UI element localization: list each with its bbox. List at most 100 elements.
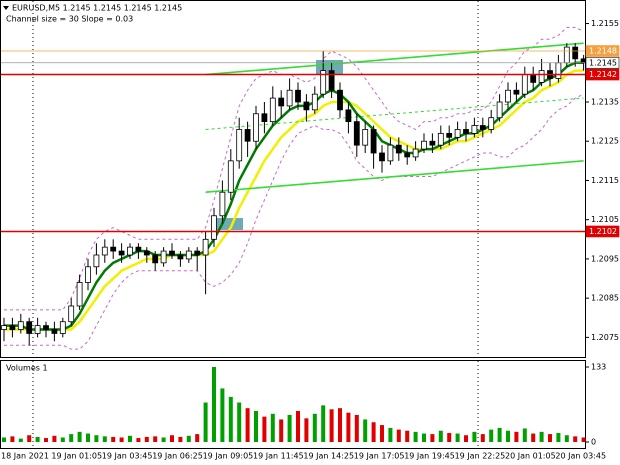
- volume-bar: [522, 428, 527, 442]
- candle-body: [295, 89, 301, 103]
- y-tick-label: 133: [591, 363, 606, 372]
- x-tick-label: 20 Jan 03:45: [555, 452, 606, 461]
- candle-body: [43, 325, 49, 330]
- candle-body: [219, 191, 226, 217]
- volume-bar: [539, 431, 544, 442]
- candle-body: [521, 74, 528, 95]
- x-tick-label: 19 Jan 03:45: [102, 452, 153, 461]
- volume-bar: [472, 431, 477, 442]
- volume-bar: [388, 427, 393, 442]
- candle-body: [429, 140, 436, 146]
- candle-body: [555, 62, 562, 79]
- indicator-line: [4, 26, 584, 311]
- volume-bar: [464, 435, 468, 442]
- candle-body: [572, 46, 579, 60]
- candle-body: [353, 121, 360, 146]
- candle-body: [311, 93, 318, 111]
- volume-bar: [413, 431, 418, 442]
- x-tick-label: 19 Jan 19:45: [404, 452, 455, 461]
- candle-body: [244, 129, 251, 142]
- candle-body: [211, 215, 217, 240]
- volume-bar: [296, 410, 300, 442]
- candle-body: [143, 250, 150, 256]
- candle-body: [101, 246, 108, 256]
- candle-body: [496, 101, 503, 119]
- candle-body: [261, 113, 268, 123]
- volume-bar: [161, 437, 166, 442]
- volume-bar: [338, 408, 342, 442]
- y-tick-label: 1.2135: [591, 98, 619, 107]
- volume-bar: [178, 436, 183, 442]
- candle-body: [437, 132, 444, 146]
- candle-body: [463, 129, 469, 134]
- candle-body: [152, 254, 159, 264]
- level-label-box: [585, 45, 620, 57]
- candle-body: [177, 254, 184, 260]
- volume-bar: [573, 436, 578, 442]
- volume-bar: [329, 409, 334, 442]
- candle-body: [488, 117, 495, 130]
- x-tick-label: 19 Jan 01:05: [51, 452, 102, 461]
- candle-body: [202, 238, 209, 256]
- volume-bar: [136, 438, 141, 442]
- volume-bar: [195, 434, 200, 442]
- volume-bar: [77, 431, 82, 442]
- candle-body: [1, 325, 7, 330]
- volume-bar: [2, 437, 6, 442]
- volume-bar: [69, 434, 74, 442]
- candle-body: [169, 250, 175, 256]
- volume-bar: [363, 419, 368, 442]
- candle-body: [345, 109, 352, 123]
- x-tick-label: 19 Jan 06:25: [152, 452, 203, 461]
- volume-bar: [220, 388, 225, 442]
- candle-body: [421, 140, 427, 150]
- y-tick-label: 0: [591, 438, 596, 447]
- indicator-line: [4, 61, 584, 331]
- candle-body: [471, 125, 478, 134]
- volume-bar: [304, 418, 309, 442]
- volume-bar: [489, 429, 494, 442]
- volume-bar: [128, 435, 132, 442]
- candle-body: [160, 250, 167, 264]
- y-tick-label: 1.2095: [591, 254, 619, 263]
- y-tick-label: 1.2125: [591, 137, 619, 146]
- chart-title: EURUSD,M5 1.2145 1.2145 1.2145 1.2145: [12, 4, 182, 13]
- volume-bar: [321, 405, 326, 442]
- candle-body: [505, 89, 511, 103]
- volume-bar: [354, 414, 359, 442]
- volume-bar: [447, 432, 452, 442]
- volume-bar: [237, 402, 242, 442]
- candle-body: [278, 97, 285, 107]
- x-tick-label: 19 Jan 22:25: [455, 452, 506, 461]
- volume-bar: [10, 436, 15, 442]
- candle-body: [227, 160, 234, 193]
- volume-bar: [506, 430, 510, 442]
- channel-line: [205, 42, 584, 76]
- volume-bar: [531, 433, 536, 442]
- x-tick-label: 19 Jan 14:25: [303, 452, 354, 461]
- candle-body: [185, 250, 192, 260]
- x-tick-label: 20 Jan 01:05: [505, 452, 556, 461]
- volume-bar: [548, 434, 552, 442]
- candle-body: [34, 325, 41, 334]
- volume-bar: [111, 436, 116, 442]
- y-tick-label: 1.2075: [591, 333, 619, 342]
- volume-bar: [94, 435, 99, 442]
- volume-bar: [405, 430, 410, 442]
- level-label: 1.2148: [589, 47, 617, 56]
- y-tick-label: 1.2105: [591, 215, 619, 224]
- y-tick-label: 1.2115: [591, 176, 619, 185]
- volume-bar: [279, 419, 284, 442]
- volume-bar: [262, 416, 267, 442]
- volume-bar: [153, 436, 158, 442]
- volume-bar: [186, 435, 191, 442]
- level-label: 1.2145: [589, 58, 617, 67]
- x-tick-label: 19 Jan 09:05: [203, 452, 254, 461]
- candle-body: [580, 58, 587, 64]
- candle-body: [93, 254, 100, 268]
- level-label-box: [585, 56, 620, 69]
- volume-bar: [212, 367, 216, 442]
- volume-bar: [581, 437, 586, 442]
- volume-bar: [346, 412, 351, 442]
